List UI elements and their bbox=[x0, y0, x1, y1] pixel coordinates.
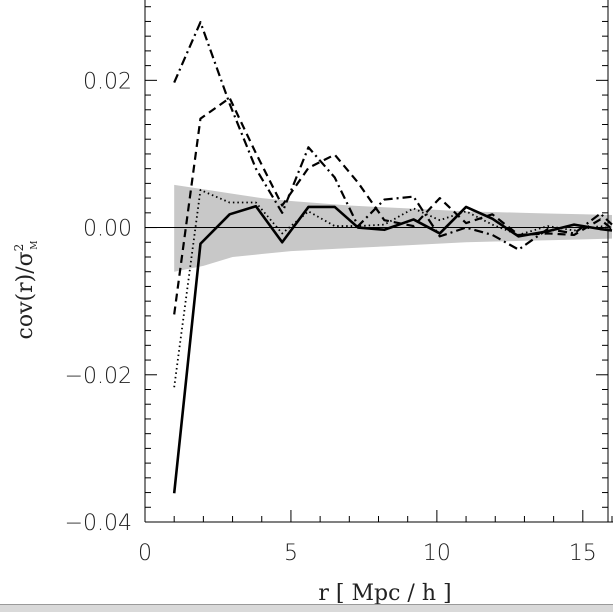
x-tick-label: 0 bbox=[138, 541, 152, 566]
error-band bbox=[174, 184, 612, 272]
y-axis-title-main: cov(r)/σ bbox=[13, 251, 38, 339]
y-tick-label: −0.04 bbox=[65, 511, 132, 536]
series-layer bbox=[172, 21, 613, 494]
y-tick-label: 0.00 bbox=[83, 217, 132, 242]
series-line-dashdot bbox=[173, 21, 613, 251]
x-tick-label: 10 bbox=[423, 541, 451, 566]
window-bottom-bar bbox=[0, 604, 613, 612]
y-axis-title-sup: 2 bbox=[12, 244, 26, 252]
y-tick-label: 0.02 bbox=[83, 69, 132, 94]
y-tick-label: −0.02 bbox=[65, 364, 132, 389]
tick-labels: 0 5 10 15 −0.04 −0.02 0.00 0.02 bbox=[65, 69, 597, 566]
series-line-dotted bbox=[173, 189, 613, 388]
series-line-dashed bbox=[173, 96, 613, 315]
error-band-layer bbox=[174, 184, 612, 272]
x-axis-title: r [ Mpc / h ] bbox=[318, 581, 451, 606]
y-axis-title: cov(r)/σ2 M bbox=[12, 241, 40, 340]
x-tick-label: 5 bbox=[284, 541, 298, 566]
tick-marks bbox=[144, 6, 613, 523]
x-tick-label: 15 bbox=[569, 541, 597, 566]
y-axis-title-sub: M bbox=[30, 241, 40, 250]
